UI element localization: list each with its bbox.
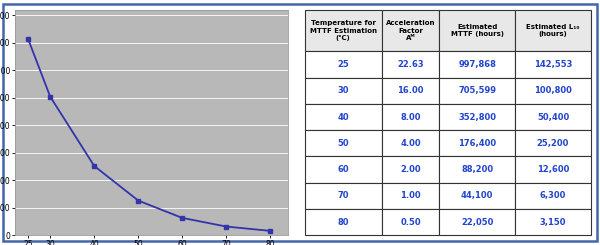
Text: 50: 50	[337, 139, 349, 148]
Bar	[439, 104, 515, 130]
Text: 30: 30	[337, 86, 349, 95]
Bar	[439, 209, 515, 235]
Bar	[305, 157, 382, 183]
Bar	[382, 209, 439, 235]
Bar	[439, 10, 515, 51]
Bar	[305, 104, 382, 130]
Bar	[515, 10, 591, 51]
Text: 25: 25	[337, 60, 349, 69]
Text: 60: 60	[337, 165, 349, 174]
Text: Acceleration
Factor
Aᴹ: Acceleration Factor Aᴹ	[386, 20, 435, 41]
Bar	[305, 10, 382, 51]
Text: 0.50: 0.50	[400, 218, 421, 227]
Text: Estimated L₁₀
(hours): Estimated L₁₀ (hours)	[526, 24, 580, 37]
Bar	[382, 78, 439, 104]
Bar	[305, 78, 382, 104]
Bar	[515, 130, 591, 157]
Bar	[382, 10, 439, 51]
Text: 2.00: 2.00	[400, 165, 421, 174]
Bar	[439, 157, 515, 183]
Text: 16.00: 16.00	[397, 86, 424, 95]
Bar	[305, 51, 382, 78]
Bar	[439, 183, 515, 209]
Text: 705,599: 705,599	[458, 86, 496, 95]
Text: 25,200: 25,200	[537, 139, 569, 148]
Text: 12,600: 12,600	[537, 165, 569, 174]
Bar	[305, 130, 382, 157]
Bar	[515, 157, 591, 183]
Text: 22.63: 22.63	[397, 60, 424, 69]
Text: 50,400: 50,400	[537, 113, 569, 122]
Text: 22,050: 22,050	[461, 218, 493, 227]
Bar	[439, 130, 515, 157]
Bar	[515, 209, 591, 235]
Text: 3,150: 3,150	[540, 218, 566, 227]
Bar	[382, 104, 439, 130]
Text: 997,868: 997,868	[458, 60, 496, 69]
Bar	[515, 183, 591, 209]
Bar	[382, 51, 439, 78]
Bar	[382, 157, 439, 183]
Text: 142,553: 142,553	[534, 60, 572, 69]
Bar	[439, 51, 515, 78]
Bar	[515, 51, 591, 78]
Bar	[382, 130, 439, 157]
Text: 8.00: 8.00	[400, 113, 421, 122]
Text: 6,300: 6,300	[540, 191, 566, 200]
Bar	[515, 104, 591, 130]
Text: 100,800: 100,800	[534, 86, 572, 95]
Bar	[515, 78, 591, 104]
Text: 88,200: 88,200	[461, 165, 493, 174]
Text: 1.00: 1.00	[400, 191, 421, 200]
Text: 44,100: 44,100	[461, 191, 493, 200]
Text: 352,800: 352,800	[458, 113, 496, 122]
Bar	[305, 183, 382, 209]
Text: 40: 40	[337, 113, 349, 122]
Text: 176,400: 176,400	[458, 139, 496, 148]
Text: 70: 70	[337, 191, 349, 200]
Bar	[382, 183, 439, 209]
Text: Estimated
MTTF (hours): Estimated MTTF (hours)	[451, 24, 503, 37]
Text: Temperature for
MTTF Estimation
(℃): Temperature for MTTF Estimation (℃)	[310, 20, 377, 41]
Text: 4.00: 4.00	[400, 139, 421, 148]
Text: 80: 80	[337, 218, 349, 227]
Bar	[305, 209, 382, 235]
Bar	[439, 78, 515, 104]
